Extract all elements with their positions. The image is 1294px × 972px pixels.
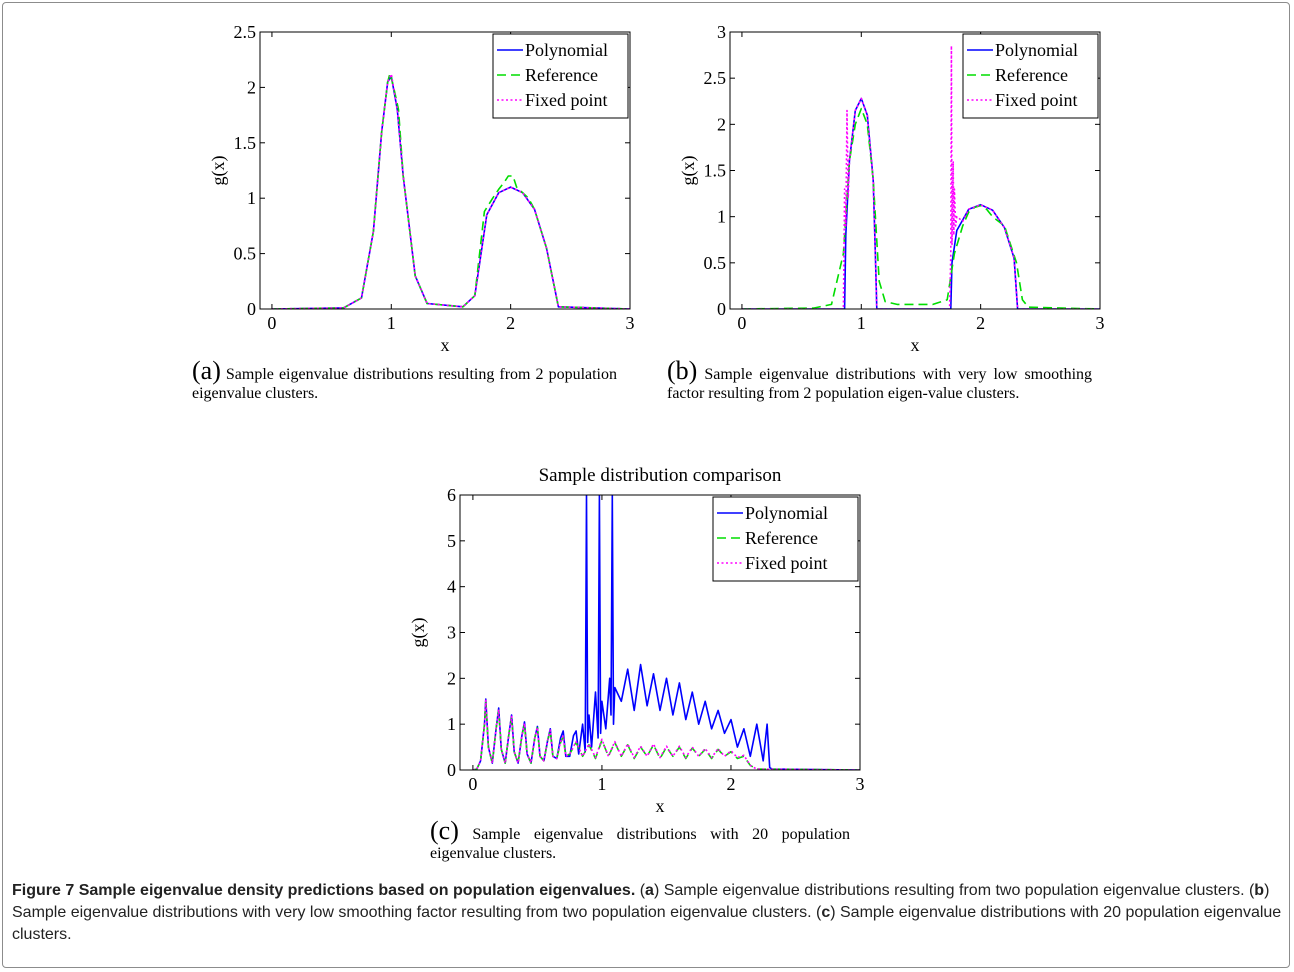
x-tick-label: 2 <box>976 313 985 333</box>
subcaption-a-text: Sample eigenvalue distributions resultin… <box>192 366 618 402</box>
caption-figure-label: Figure 7 <box>12 882 75 899</box>
legend-entry: Polynomial <box>745 503 828 523</box>
x-axis-label: x <box>656 796 665 816</box>
subcaption-b-text: Sample eigenvalue distributions with ver… <box>667 366 1093 402</box>
legend-entry: Fixed point <box>745 553 828 573</box>
x-tick-label: 3 <box>856 774 865 794</box>
x-tick-label: 2 <box>726 774 735 794</box>
y-tick-label: 2 <box>247 77 256 97</box>
y-tick-label: 0.5 <box>234 244 257 264</box>
x-tick-label: 1 <box>387 313 396 333</box>
legend-entry: Fixed point <box>525 90 608 110</box>
subcaption-b: (b) Sample eigenvalue distributions with… <box>667 358 1093 403</box>
x-tick-label: 3 <box>626 313 635 333</box>
y-tick-label: 6 <box>447 485 456 505</box>
y-axis-label: g(x) <box>408 618 429 648</box>
x-tick-label: 0 <box>267 313 276 333</box>
chart-b: 0 1 2 3 0 0.5 1 1.5 2 2.5 3 x g(x) Polynomial Referenc… <box>678 22 1105 355</box>
y-tick-label: 3 <box>717 22 726 42</box>
figure-caption: Figure 7 Sample eigenvalue density predi… <box>12 882 1282 943</box>
y-axis-label: g(x) <box>208 156 229 186</box>
legend-entry: Reference <box>525 65 598 85</box>
x-axis-label: x <box>911 335 920 355</box>
legend-box <box>712 496 859 582</box>
subcaption-a: (a) Sample eigenvalue distributions resu… <box>192 358 618 403</box>
chart-a: 0 1 2 3 0 0.5 1 1.5 2 2.5 x g(x) Polynomial Reference… <box>208 22 635 355</box>
y-tick-label: 4 <box>447 577 456 597</box>
y-tick-label: 1 <box>717 207 726 227</box>
subcaption-a-label: (a) <box>192 356 221 385</box>
y-tick-label: 5 <box>447 531 456 551</box>
series-reference-line <box>472 700 860 770</box>
x-tick-label: 0 <box>737 313 746 333</box>
caption-c-label: c <box>821 904 831 921</box>
caption-title: Sample eigenvalue density predictions ba… <box>78 882 636 899</box>
y-tick-label: 3 <box>447 623 456 643</box>
x-tick-label: 0 <box>468 774 477 794</box>
y-tick-label: 2.5 <box>234 22 257 42</box>
y-tick-label: 2 <box>717 114 726 134</box>
legend-entry: Reference <box>745 528 818 548</box>
legend-box <box>962 33 1099 119</box>
caption-b-label: b <box>1254 882 1265 899</box>
y-tick-label: 2.5 <box>704 68 727 88</box>
axes-box <box>259 31 631 310</box>
legend-entry: Fixed point <box>995 90 1078 110</box>
legend-entry: Polynomial <box>995 40 1078 60</box>
legend-box <box>492 33 629 119</box>
x-tick-label: 3 <box>1096 313 1105 333</box>
caption-c-text: Sample eigenvalue distributions with 20 … <box>12 904 1282 943</box>
caption-a-label: a <box>645 882 654 899</box>
y-tick-label: 1.5 <box>704 161 727 181</box>
caption-a-text: Sample eigenvalue distributions resultin… <box>663 882 1245 899</box>
subcaption-c-text: Sample eigenvalue distributions with 20 … <box>430 826 850 862</box>
series-fixed-point-line <box>741 44 1100 309</box>
x-tick-label: 1 <box>597 774 606 794</box>
chart-title: Sample distribution comparison <box>539 465 782 486</box>
y-tick-label: 1 <box>247 188 256 208</box>
y-tick-label: 2 <box>447 668 456 688</box>
chart-c: 0 1 2 3 0 1 2 3 4 5 6 x g(x) Sample distribution comp… <box>408 465 865 816</box>
legend-entry: Reference <box>995 65 1068 85</box>
y-tick-label: 0 <box>717 299 726 319</box>
x-axis-label: x <box>441 335 450 355</box>
y-axis-label: g(x) <box>678 156 699 186</box>
subcaption-b-label: (b) <box>667 356 698 385</box>
y-tick-label: 0.5 <box>704 253 727 273</box>
y-tick-label: 1.5 <box>234 133 257 153</box>
caption-b-text: Sample eigenvalue distributions with ver… <box>12 904 812 921</box>
x-tick-label: 1 <box>857 313 866 333</box>
x-tick-label: 2 <box>506 313 515 333</box>
legend-entry: Polynomial <box>525 40 608 60</box>
y-tick-label: 0 <box>247 299 256 319</box>
y-tick-label: 0 <box>447 760 456 780</box>
subcaption-c-label: (c) <box>430 816 459 845</box>
y-tick-label: 1 <box>447 714 456 734</box>
subcaption-c: (c) Sample eigenvalue distributions with… <box>430 818 850 863</box>
